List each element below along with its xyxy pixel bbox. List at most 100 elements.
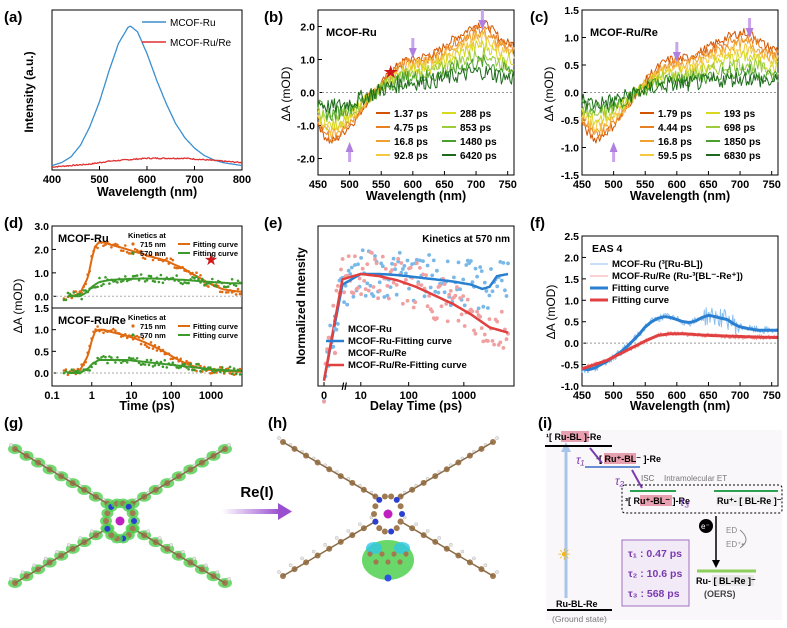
d-point-570-nm (203, 283, 206, 287)
d-point-570-nm (139, 273, 143, 276)
d-point-715-nm (143, 257, 147, 261)
d-legend-label: 570 nm (140, 331, 166, 340)
legend-mcof-ru-re: MCOF-Ru/Re (170, 38, 232, 49)
bond (351, 482, 365, 491)
d-point-570-nm (72, 291, 76, 294)
bond (26, 568, 39, 577)
e-point-mcof-ru (473, 266, 478, 271)
e-point-mcof-ru (499, 278, 504, 283)
e-point-mcof-ru-re (442, 282, 447, 286)
d-y-tick-label: 3.0 (34, 221, 49, 233)
d-point-715-nm (175, 266, 178, 270)
bond (469, 448, 482, 457)
panel-b-legend: 1.37 ps 4.75 ps 16.8 ps 92.8 ps 288 ps 853 ps… (376, 109, 497, 162)
panel-e-axis: 0 10 100 1000 // (321, 382, 476, 402)
atom-ruthenium (115, 516, 125, 526)
e-point-mcof-ru (486, 306, 490, 310)
d-point-570-nm (66, 291, 70, 295)
atom-carbon (379, 551, 385, 557)
panel-f: (f) 450 500 550 600 650 700 750 -1.0 -0.5 0.0 0.5 1… (530, 215, 781, 413)
e-point-mcof-ru (385, 293, 390, 298)
d-point-570-nm (124, 275, 127, 278)
e-point-mcof-ru-re (435, 316, 439, 321)
d-point-715-nm (171, 258, 175, 262)
e-point-mcof-ru (482, 280, 487, 285)
b-legend-label: 1480 ps (460, 137, 497, 148)
d-y-tick-label: 0.0 (34, 368, 49, 380)
b-arrow-down-1 (478, 20, 487, 30)
e-point-mcof-ru-re (501, 346, 506, 350)
e-point-mcof-ru-re (359, 292, 363, 297)
d-point-570-nm (82, 289, 85, 292)
panel-d-ylabel: ΔA (mOD) (11, 279, 25, 334)
tau1-arrow (589, 447, 603, 464)
atom-hydrogen (460, 549, 465, 554)
panel-e-frame (317, 225, 515, 387)
d-point-715-nm (110, 246, 113, 249)
b-x-tick-label: 600 (404, 179, 422, 191)
e-point-mcof-ru (377, 280, 382, 285)
orbital-bridge-lobe-blue (394, 542, 410, 554)
e-point-mcof-ru (396, 259, 401, 264)
b-y-tick-label: -1.0 (297, 121, 315, 133)
d-x-tick-label: 1 (89, 390, 95, 402)
atom-carbon (393, 525, 400, 532)
f-x-tick-label: 700 (731, 390, 749, 402)
d-point-570-nm (131, 274, 135, 278)
bond (340, 534, 353, 543)
e-legend-label: MCOF-Ru-Fitting curve (348, 336, 452, 347)
c-legend-label: 6830 ps (724, 151, 761, 162)
panel-e-title: Kinetics at 570 nm (422, 234, 510, 245)
atom-hydrogen (215, 570, 220, 574)
e-point-mcof-ru-re (465, 297, 470, 302)
atom-hydrogen (346, 529, 351, 533)
e-point-mcof-ru-re (475, 309, 479, 314)
atom-carbon (385, 559, 391, 565)
panel-c-xlabel: Wavelength (nm) (630, 189, 730, 203)
atom-carbon (103, 518, 109, 524)
e-point-mcof-ru-re (391, 280, 396, 285)
d-point-570-nm (236, 279, 240, 283)
f-fit-mcof-ru-re (581, 332, 778, 371)
bond (294, 561, 307, 570)
atom-hydrogen (169, 543, 174, 547)
d-point-715-nm (238, 292, 242, 296)
bond (328, 468, 342, 477)
c-y-tick-label: -1.5 (561, 170, 579, 182)
d-point-715-nm (220, 290, 224, 294)
d-point-570-nm (100, 284, 103, 288)
e-point-mcof-ru-re (366, 288, 371, 293)
d-point-570-nm (108, 282, 111, 285)
f-raw-mcof-ru (581, 307, 778, 374)
d-point-570-nm (145, 278, 149, 282)
d-legend-fit-label: Fitting curve (193, 331, 238, 340)
f-y-tick-label: 0.5 (564, 317, 579, 329)
d-point-715-nm (143, 343, 147, 347)
atom-carbon (108, 532, 115, 539)
f-legend-label: MCOF-Ru/Re (Ru-³[BL⁻-Re⁺]) (612, 271, 743, 282)
d-point-715-nm (165, 257, 169, 260)
e-x-tick-label: 1000 (452, 390, 476, 402)
e-point-mcof-ru (431, 258, 436, 263)
atom-hydrogen (204, 563, 208, 568)
bond (340, 475, 353, 484)
atom-carbon (104, 510, 111, 517)
d-point-570-nm (201, 277, 204, 281)
atom-hydrogen (9, 577, 13, 581)
atom-hydrogen (277, 570, 281, 574)
e-point-mcof-ru (331, 344, 336, 349)
d-point-570-nm (224, 285, 228, 289)
panel-g: (g) (4, 415, 232, 588)
panel-g-letter: (g) (4, 415, 23, 432)
d-point-715-nm (234, 293, 238, 296)
reduced-label: Ru- [ BL-Re ]⁻ (696, 576, 756, 586)
panel-b: (b) 450 500 550 600 650 700 750 -2.0 -1.0 0.0 1.0 2… (264, 9, 517, 203)
d-point-570-nm (218, 370, 222, 374)
d-point-570-nm (222, 371, 226, 374)
e-point-mcof-ru (435, 268, 439, 273)
bond (26, 455, 39, 464)
d-point-570-nm (135, 357, 139, 360)
ed-label: ED (726, 526, 737, 535)
e-point-mcof-ru-re (339, 267, 343, 272)
